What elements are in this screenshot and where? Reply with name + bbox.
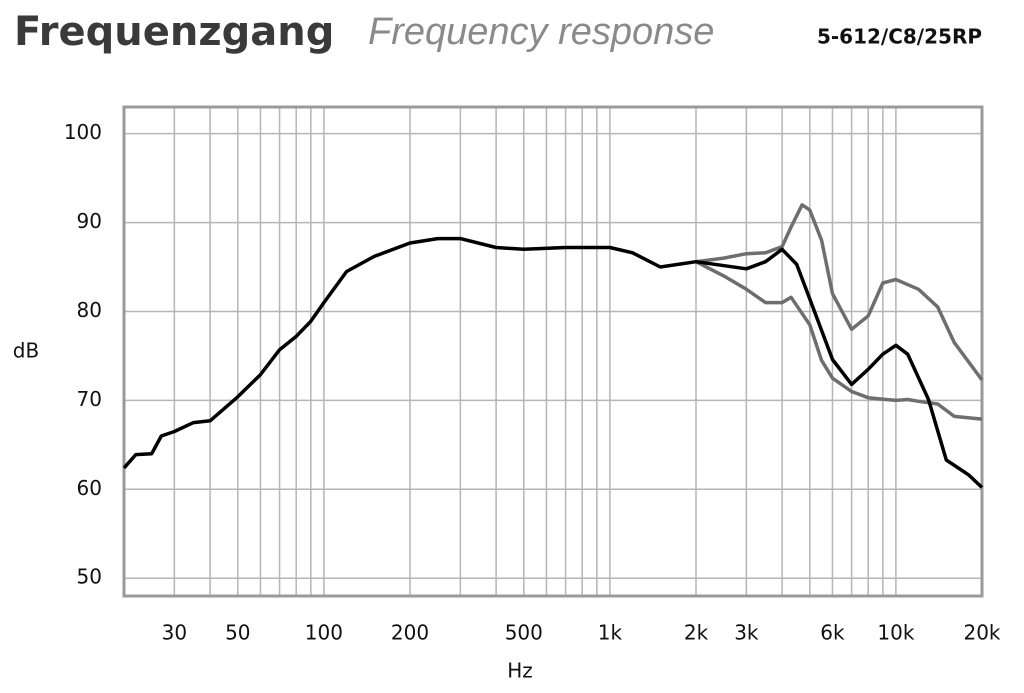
model-label: 5-612/C8/25RP xyxy=(817,25,982,49)
x-tick-label: 6k xyxy=(820,621,845,645)
y-tick-label: 100 xyxy=(64,120,102,144)
response-curve xyxy=(122,236,984,489)
x-tick-label: 500 xyxy=(505,621,543,645)
x-tick-label: 20k xyxy=(963,621,1000,645)
x-tick-label: 50 xyxy=(225,621,250,645)
y-tick-label: 50 xyxy=(77,565,102,589)
y-tick-label: 90 xyxy=(77,209,102,233)
y-axis-label: dB xyxy=(13,339,39,363)
y-tick-label: 80 xyxy=(77,298,102,322)
x-tick-label: 2k xyxy=(684,621,709,645)
x-tick-label: 3k xyxy=(734,621,759,645)
y-tick-label: 70 xyxy=(77,387,102,411)
x-tick-label: 10k xyxy=(877,621,914,645)
x-axis-label: Hz xyxy=(507,659,533,683)
response-curve xyxy=(695,260,983,421)
chart-title: Frequenzgang xyxy=(14,9,334,55)
plot-frame xyxy=(122,105,984,598)
x-tick-label: 1k xyxy=(598,621,623,645)
x-tick-label: 200 xyxy=(391,621,429,645)
y-tick-label: 60 xyxy=(77,476,102,500)
response-curve xyxy=(695,203,984,382)
chart-subtitle: Frequency response xyxy=(368,11,714,53)
x-tick-label: 30 xyxy=(162,621,187,645)
x-tick-label: 100 xyxy=(305,621,343,645)
